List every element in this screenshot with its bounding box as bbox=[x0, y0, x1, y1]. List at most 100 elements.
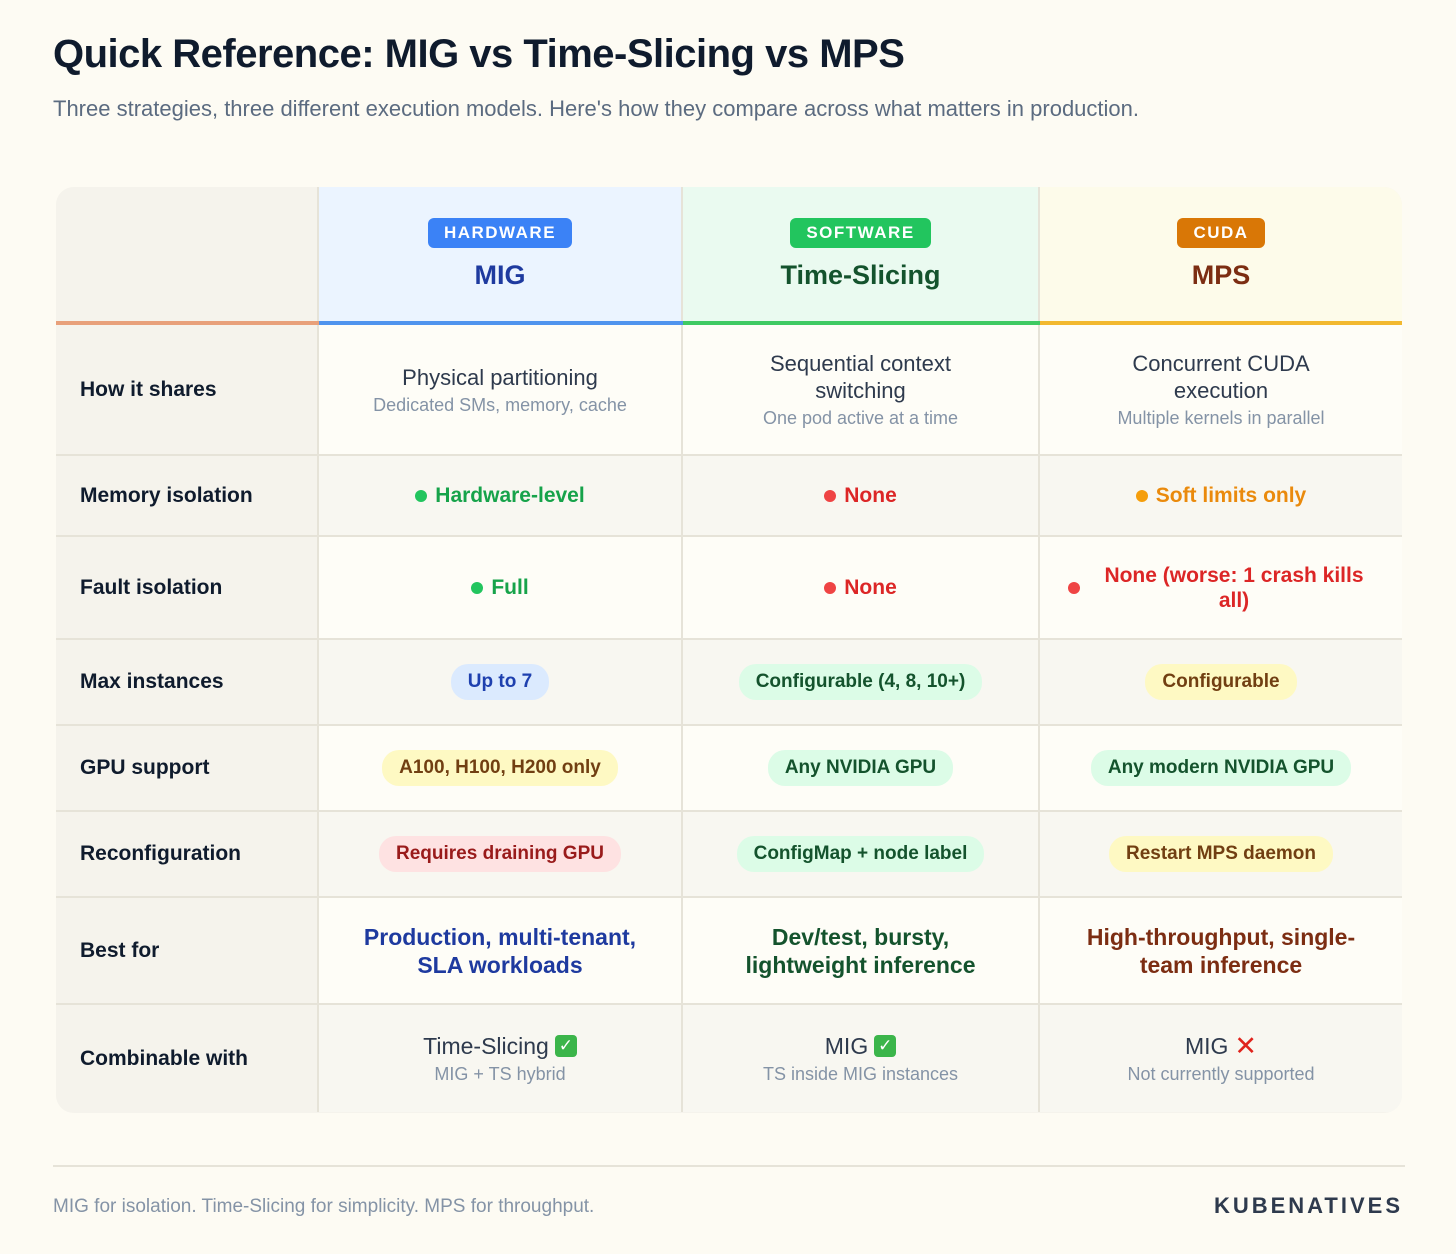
status-dot-icon bbox=[824, 489, 837, 502]
value-pill: Any NVIDIA GPU bbox=[767, 750, 954, 786]
cell-how-it-shares-time-slicing: Sequential context switching One pod act… bbox=[683, 325, 1040, 456]
cell-combinable-with-mps: MIG ✕ Not currently supported bbox=[1040, 1005, 1402, 1112]
column-badge-software: SOFTWARE bbox=[790, 217, 931, 248]
cell-best-for-mig: Production, multi-tenant, SLA workloads bbox=[319, 898, 683, 1005]
cell-main-text: Concurrent CUDA execution bbox=[1132, 351, 1310, 403]
cell-fault-isolation-mps: None (worse: 1 crash kills all) bbox=[1040, 537, 1402, 640]
status-label: Soft limits only bbox=[1155, 483, 1307, 507]
status-text: None bbox=[824, 484, 897, 508]
page-title: Quick Reference: MIG vs Time-Slicing vs … bbox=[53, 32, 905, 76]
cell-sub-text: Not currently supported bbox=[1127, 1063, 1315, 1084]
value-pill: Any modern NVIDIA GPU bbox=[1090, 750, 1352, 786]
cell-max-instances-mig: Up to 7 bbox=[319, 640, 683, 726]
cell-combinable-with-time-slicing: MIG ✓ TS inside MIG instances bbox=[683, 1005, 1040, 1112]
column-title-mig: MIG bbox=[474, 259, 526, 290]
status-label: None bbox=[844, 483, 897, 507]
cell-fault-isolation-time-slicing: None bbox=[683, 537, 1040, 640]
column-badge-cuda: CUDA bbox=[1177, 217, 1265, 248]
header-bar-mps bbox=[1040, 321, 1402, 325]
header-bar-time-slicing bbox=[683, 321, 1040, 325]
header-corner-cell bbox=[56, 187, 319, 321]
column-badge-hardware: HARDWARE bbox=[427, 217, 573, 248]
cell-sub-text: TS inside MIG instances bbox=[762, 1063, 959, 1084]
cell-reconfiguration-mps: Restart MPS daemon bbox=[1040, 812, 1402, 898]
cell-gpu-support-mps: Any modern NVIDIA GPU bbox=[1040, 726, 1402, 812]
cell-reconfiguration-time-slicing: ConfigMap + node label bbox=[683, 812, 1040, 898]
status-label: None bbox=[844, 575, 897, 599]
cell-how-it-shares-mps: Concurrent CUDA execution Multiple kerne… bbox=[1040, 325, 1402, 456]
best-for-text: Dev/test, bursty, lightweight inference bbox=[745, 923, 976, 978]
best-for-text: Production, multi-tenant, SLA workloads bbox=[363, 923, 637, 978]
status-dot-icon bbox=[1135, 489, 1148, 502]
column-header-mig: HARDWARE MIG bbox=[319, 187, 683, 321]
value-pill: Configurable (4, 8, 10+) bbox=[738, 664, 983, 700]
status-dot-icon bbox=[471, 581, 484, 594]
cell-sub-text: Multiple kernels in parallel bbox=[1117, 408, 1325, 428]
status-dot-icon bbox=[1068, 581, 1080, 594]
best-for-text: High-throughput, single-team inference bbox=[1086, 923, 1356, 978]
value-pill: A100, H100, H200 only bbox=[382, 750, 618, 786]
cell-best-for-mps: High-throughput, single-team inference bbox=[1040, 898, 1402, 1005]
cell-main-text: MIG ✕ bbox=[1185, 1033, 1257, 1060]
row-label-max-instances: Max instances bbox=[56, 640, 319, 726]
cell-memory-isolation-time-slicing: None bbox=[683, 456, 1040, 537]
value-pill: Requires draining GPU bbox=[379, 836, 621, 872]
header-bar-mig bbox=[319, 321, 683, 325]
footer-tagline: MIG for isolation. Time-Slicing for simp… bbox=[53, 1196, 595, 1217]
cell-main-text: MIG ✓ bbox=[824, 1032, 897, 1060]
column-title-time-slicing: Time-Slicing bbox=[780, 259, 941, 290]
column-header-mps: CUDA MPS bbox=[1040, 187, 1402, 321]
page-subtitle: Three strategies, three different execut… bbox=[53, 96, 1139, 121]
header-bar-label bbox=[56, 321, 319, 325]
status-dot-icon bbox=[415, 489, 428, 502]
comparison-table: HARDWARE MIG SOFTWARE Time-Slicing CUDA … bbox=[56, 187, 1402, 1113]
cell-sub-text: MIG + TS hybrid bbox=[434, 1063, 566, 1084]
value-pill: Configurable bbox=[1145, 664, 1297, 700]
cell-main-text: Sequential context switching bbox=[769, 351, 952, 403]
cell-gpu-support-time-slicing: Any NVIDIA GPU bbox=[683, 726, 1040, 812]
cell-best-for-time-slicing: Dev/test, bursty, lightweight inference bbox=[683, 898, 1040, 1005]
column-header-time-slicing: SOFTWARE Time-Slicing bbox=[683, 187, 1040, 321]
row-label-fault-isolation: Fault isolation bbox=[56, 537, 319, 640]
row-label-reconfiguration: Reconfiguration bbox=[56, 812, 319, 898]
row-label-how-it-shares: How it shares bbox=[56, 325, 319, 456]
value-pill: Up to 7 bbox=[450, 664, 550, 700]
combo-label: MIG bbox=[824, 1032, 869, 1059]
status-text: Soft limits only bbox=[1135, 483, 1307, 508]
cell-combinable-with-mig: Time-Slicing ✓ MIG + TS hybrid bbox=[319, 1005, 683, 1112]
cell-gpu-support-mig: A100, H100, H200 only bbox=[319, 726, 683, 812]
status-text: None bbox=[824, 576, 897, 600]
combo-label: Time-Slicing bbox=[423, 1032, 549, 1059]
cell-main-text: Time-Slicing ✓ bbox=[423, 1033, 577, 1060]
check-mark-icon: ✓ bbox=[554, 1035, 577, 1057]
cross-mark-icon: ✕ bbox=[1234, 1031, 1258, 1061]
status-dot-icon bbox=[824, 581, 837, 594]
check-mark-icon: ✓ bbox=[874, 1035, 897, 1057]
row-label-combinable-with: Combinable with bbox=[56, 1005, 319, 1112]
cell-sub-text: Dedicated SMs, memory, cache bbox=[373, 394, 627, 415]
cell-fault-isolation-mig: Full bbox=[319, 537, 683, 640]
column-title-mps: MPS bbox=[1191, 259, 1251, 290]
status-text: None (worse: 1 crash kills all) bbox=[1068, 563, 1374, 613]
cell-memory-isolation-mig: Hardware-level bbox=[319, 456, 683, 537]
status-label: None (worse: 1 crash kills all) bbox=[1104, 563, 1364, 612]
status-label: Full bbox=[491, 575, 529, 599]
footer-divider bbox=[53, 1165, 1405, 1167]
value-pill: Restart MPS daemon bbox=[1108, 836, 1334, 872]
status-text: Full bbox=[471, 575, 529, 600]
combo-label: MIG bbox=[1184, 1032, 1229, 1059]
row-label-gpu-support: GPU support bbox=[56, 726, 319, 812]
brand-logo-text: KUBENATIVES bbox=[1213, 1193, 1403, 1218]
cell-main-text: Physical partitioning bbox=[402, 364, 598, 390]
cell-reconfiguration-mig: Requires draining GPU bbox=[319, 812, 683, 898]
status-text: Hardware-level bbox=[415, 483, 585, 508]
cell-how-it-shares-mig: Physical partitioning Dedicated SMs, mem… bbox=[319, 325, 683, 456]
row-label-best-for: Best for bbox=[56, 898, 319, 1005]
cell-max-instances-mps: Configurable bbox=[1040, 640, 1402, 726]
cell-max-instances-time-slicing: Configurable (4, 8, 10+) bbox=[683, 640, 1040, 726]
value-pill: ConfigMap + node label bbox=[736, 836, 985, 872]
row-label-memory-isolation: Memory isolation bbox=[56, 456, 319, 537]
cell-memory-isolation-mps: Soft limits only bbox=[1040, 456, 1402, 537]
cell-sub-text: One pod active at a time bbox=[762, 408, 959, 428]
status-label: Hardware-level bbox=[435, 483, 585, 507]
